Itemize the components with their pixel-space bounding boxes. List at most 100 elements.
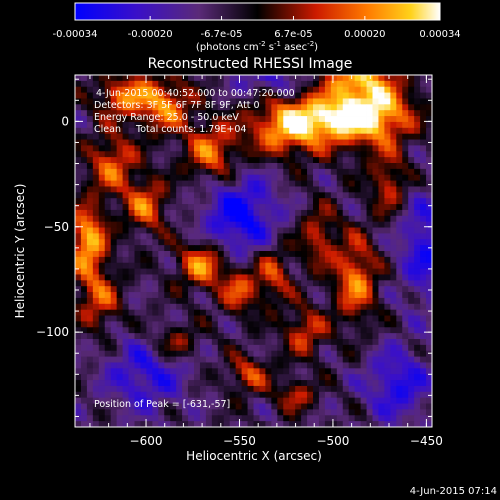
- heatmap-cell: [182, 409, 189, 416]
- heatmap-cell: [104, 344, 112, 352]
- heatmap-cell: [372, 198, 379, 205]
- heatmap-cell: [420, 157, 427, 164]
- heatmap-cell: [92, 116, 100, 123]
- heatmap-cell: [378, 145, 385, 152]
- plot-frame: [74, 74, 433, 428]
- heatmap-cell: [420, 262, 427, 269]
- heatmap-cell: [188, 362, 195, 369]
- heatmap-cell: [408, 75, 415, 82]
- heatmap-cell: [86, 339, 94, 346]
- heatmap-cell: [110, 303, 118, 311]
- heatmap-cell: [253, 362, 260, 369]
- heatmap-cell: [211, 409, 219, 416]
- heatmap-cell: [122, 116, 129, 123]
- heatmap-cell: [301, 80, 308, 88]
- heatmap-cell: [229, 198, 237, 205]
- heatmap-cell: [176, 116, 183, 123]
- heatmap-cell: [182, 98, 189, 105]
- heatmap-cell: [182, 145, 189, 152]
- heatmap-cell: [426, 350, 433, 357]
- heatmap-cell: [164, 415, 171, 422]
- heatmap-cell: [80, 157, 88, 164]
- heatmap-cell: [176, 168, 183, 176]
- heatmap-cell: [164, 268, 171, 275]
- heatmap-cell: [98, 116, 106, 123]
- heatmap-cell: [75, 168, 82, 176]
- heatmap-cell: [152, 75, 159, 82]
- heatmap-cell: [277, 415, 284, 422]
- heatmap-cell: [313, 239, 320, 246]
- heatmap-cell: [134, 292, 141, 299]
- heatmap-cell: [80, 75, 88, 82]
- heatmap-cell: [128, 186, 135, 193]
- heatmap-cell: [235, 327, 242, 334]
- heatmap-cell: [188, 86, 195, 93]
- heatmap-cell: [116, 86, 123, 93]
- heatmap-cell: [229, 280, 237, 287]
- heatmap-cell: [307, 280, 314, 287]
- heatmap-cell: [199, 368, 207, 375]
- heatmap-cell: [170, 233, 177, 240]
- heatmap-cell: [158, 344, 165, 352]
- heatmap-cell: [289, 186, 296, 193]
- heatmap-cell: [116, 192, 123, 199]
- heatmap-cell: [86, 397, 94, 404]
- heatmap-cell: [140, 292, 147, 299]
- heatmap-cell: [75, 292, 82, 299]
- heatmap-cell: [265, 75, 272, 82]
- heatmap-cell: [336, 256, 344, 264]
- heatmap-cell: [330, 350, 338, 357]
- heatmap-cell: [390, 121, 397, 129]
- heatmap-cell: [360, 385, 367, 393]
- heatmap-cell: [384, 151, 391, 158]
- heatmap-cell: [318, 286, 326, 293]
- heatmap-cell: [402, 157, 409, 164]
- heatmap-cell: [295, 374, 302, 381]
- heatmap-cell: [408, 245, 415, 252]
- heatmap-cell: [152, 280, 159, 287]
- heatmap-cell: [98, 92, 106, 99]
- heatmap-cell: [307, 409, 314, 416]
- heatmap-cell: [366, 344, 373, 352]
- heatmap-cell: [128, 297, 135, 305]
- heatmap-cell: [360, 110, 367, 117]
- heatmap-cell: [116, 327, 123, 334]
- heatmap-cell: [92, 403, 100, 410]
- heatmap-cell: [241, 350, 248, 357]
- heatmap-cell: [414, 221, 421, 228]
- heatmap-cell: [205, 350, 213, 357]
- heatmap-cell: [396, 227, 403, 234]
- heatmap-cell: [390, 157, 397, 164]
- heatmap-cell: [170, 268, 177, 275]
- heatmap-cell: [324, 168, 332, 176]
- heatmap-cell: [223, 157, 231, 164]
- heatmap-cell: [247, 75, 254, 82]
- heatmap-cell: [307, 315, 314, 322]
- heatmap-cell: [396, 380, 403, 387]
- heatmap-cell: [342, 268, 350, 275]
- heatmap-cell: [134, 368, 141, 375]
- heatmap-cell: [80, 139, 88, 146]
- heatmap-cell: [318, 403, 326, 410]
- heatmap-cell: [372, 421, 379, 428]
- heatmap-cell: [152, 239, 159, 246]
- heatmap-cell: [426, 262, 433, 269]
- heatmap-cell: [92, 409, 100, 416]
- heatmap-cell: [235, 333, 242, 340]
- heatmap-cell: [128, 374, 135, 381]
- heatmap-cell: [110, 350, 118, 357]
- heatmap-cell: [176, 256, 183, 264]
- heatmap-cell: [75, 133, 82, 140]
- heatmap-cell: [134, 168, 141, 176]
- heatmap-cell: [378, 333, 385, 340]
- heatmap-cell: [235, 280, 242, 287]
- heatmap-cell: [283, 221, 290, 228]
- heatmap-cell: [295, 344, 302, 352]
- heatmap-cell: [283, 333, 290, 340]
- heatmap-cell: [420, 344, 427, 352]
- heatmap-cell: [205, 174, 213, 181]
- heatmap-cell: [229, 180, 237, 187]
- heatmap-cell: [116, 245, 123, 252]
- heatmap-cell: [420, 168, 427, 176]
- heatmap-cell: [110, 262, 118, 269]
